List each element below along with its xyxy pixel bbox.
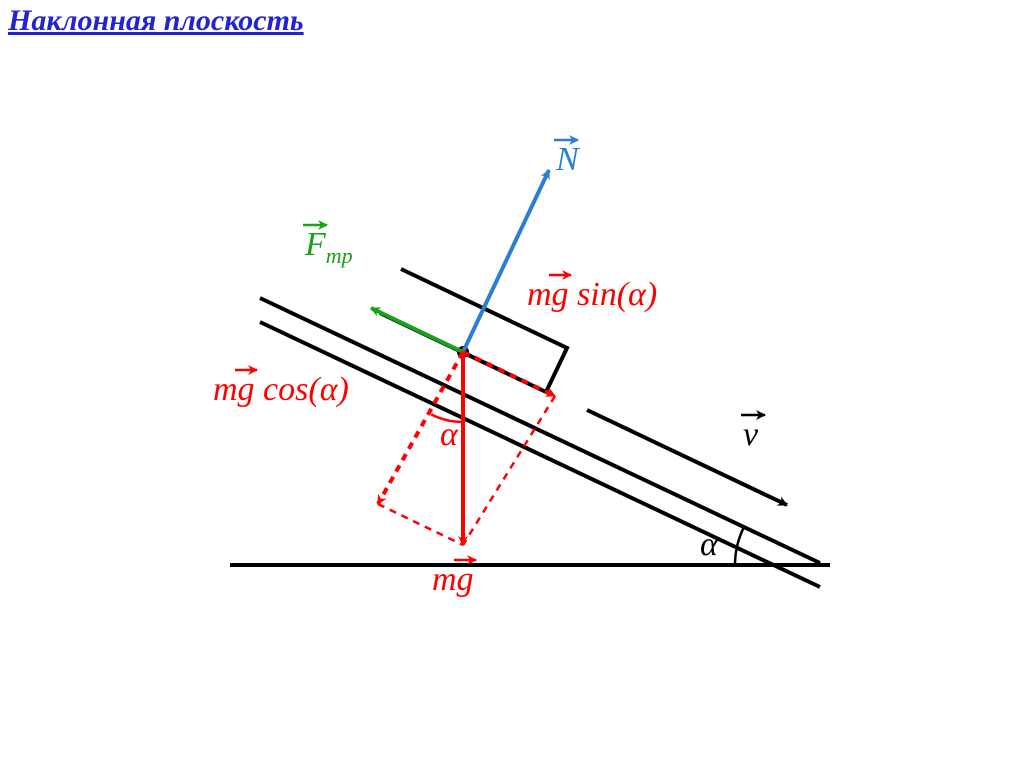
svg-text:α: α — [440, 416, 459, 453]
svg-text:mg: mg — [432, 561, 474, 598]
label-title_mg: mg — [432, 560, 476, 598]
inclined-plane-diagram: N Fтр mg mg sin(α) mg cos(α) v α α — [0, 0, 1024, 768]
label-title_mgcos: mg cos(α) — [213, 370, 349, 408]
label-title_v: v — [741, 415, 765, 453]
vector-N — [463, 170, 549, 352]
label-alpha_center: α — [440, 416, 459, 453]
svg-text:α: α — [700, 526, 719, 563]
aux-dashed-0 — [378, 504, 463, 545]
aux-dashed-1 — [463, 396, 555, 545]
svg-text:mg sin(α): mg sin(α) — [527, 276, 657, 313]
angle-arc-base — [735, 526, 744, 565]
svg-text:N: N — [555, 141, 581, 178]
svg-text:v: v — [743, 416, 759, 453]
svg-text:Fтр: Fтр — [304, 226, 353, 268]
label-alpha_base: α — [700, 526, 719, 563]
svg-text:mg cos(α): mg cos(α) — [213, 371, 349, 408]
label-title_mgsin: mg sin(α) — [527, 275, 657, 313]
vector-Ftr — [371, 308, 463, 352]
incline-surface-top — [260, 298, 820, 563]
label-title_N: N — [554, 140, 581, 178]
label-title_Ftr: Fтр — [303, 225, 353, 268]
